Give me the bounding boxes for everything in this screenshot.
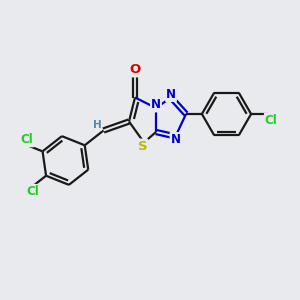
Text: Cl: Cl xyxy=(21,133,34,146)
Text: S: S xyxy=(138,140,147,153)
Text: H: H xyxy=(92,120,101,130)
Text: Cl: Cl xyxy=(265,113,278,127)
Text: N: N xyxy=(170,133,181,146)
Text: N: N xyxy=(166,88,176,101)
Text: N: N xyxy=(151,98,161,112)
Text: Cl: Cl xyxy=(27,185,40,198)
Text: O: O xyxy=(129,63,141,76)
